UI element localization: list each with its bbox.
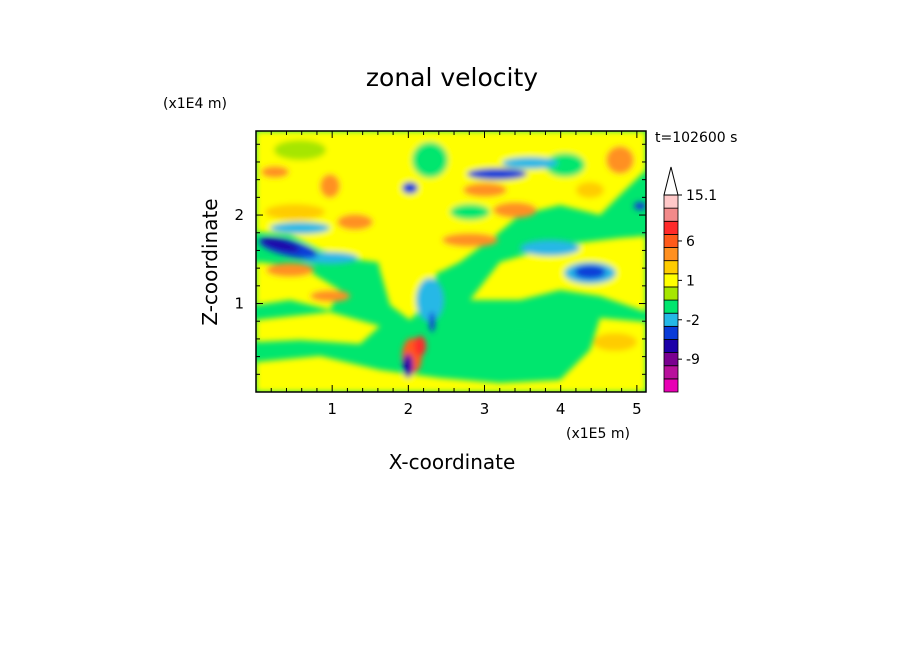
- field-minimum: [467, 168, 527, 180]
- field-lobe: [500, 322, 540, 338]
- field-lobe: [310, 290, 350, 302]
- field-lobe: [412, 142, 448, 178]
- colorbar-tick-label: -9: [686, 352, 700, 368]
- chart-title: zonal velocity: [366, 63, 538, 92]
- colorbar-swatch: [663, 325, 679, 340]
- field-lobe: [545, 153, 585, 177]
- field-lobe: [593, 333, 637, 351]
- y-unit-label: (x1E4 m): [163, 96, 227, 112]
- y-axis-title: Z-coordinate: [198, 198, 222, 325]
- field-minimum: [574, 265, 606, 279]
- x-tick-label: 4: [556, 400, 566, 418]
- y-tick-label: 1: [234, 295, 244, 313]
- y-tick-label: 2: [234, 206, 244, 224]
- time-label: t=102600 s: [655, 130, 737, 146]
- colorbar-tick-label: 6: [686, 234, 695, 250]
- colorbar-swatch: [663, 207, 679, 222]
- field-minimum: [403, 354, 413, 378]
- colorbar-swatch: [663, 273, 679, 288]
- field-lobe: [520, 240, 580, 256]
- colorbar-swatch: [663, 339, 679, 354]
- field-lobe: [493, 202, 537, 218]
- colorbar-swatch: [663, 312, 679, 327]
- field-region-mid-right: [470, 236, 646, 312]
- colorbar-swatch: [663, 233, 679, 248]
- field-lobe: [502, 157, 558, 169]
- field-lobe: [266, 263, 314, 277]
- colorbar-swatch: [663, 299, 679, 314]
- field-lobe: [261, 166, 289, 178]
- field-lobe: [442, 233, 498, 247]
- x-tick-label: 1: [327, 400, 337, 418]
- colorbar-tick-label: 1: [686, 273, 695, 289]
- axes: 1 2 3 4 5 1 2: [234, 131, 646, 418]
- colorbar-swatch: [663, 365, 679, 380]
- x-tick-label: 5: [632, 400, 642, 418]
- colorbar-swatch: [663, 247, 679, 262]
- field-minimum: [402, 182, 418, 194]
- field-lobe: [463, 183, 507, 197]
- x-tick-label: 2: [404, 400, 414, 418]
- field-lobe: [320, 174, 340, 198]
- field-lobe: [274, 140, 326, 160]
- x-axis-title: X-coordinate: [389, 450, 516, 474]
- contour-field: [256, 131, 646, 392]
- field-lobe: [265, 204, 325, 220]
- field-minimum: [634, 202, 646, 210]
- field-region-left-2: [256, 312, 380, 344]
- colorbar-swatch: [663, 194, 679, 209]
- field-lobe: [576, 182, 604, 198]
- field-region-bottom: [256, 318, 646, 392]
- x-unit-label: (x1E5 m): [566, 426, 630, 442]
- field-lobe: [606, 146, 634, 174]
- colorbar-swatch: [663, 352, 679, 367]
- field-lobe: [450, 204, 490, 220]
- field-lobe: [337, 214, 373, 230]
- colorbar-swatch: [663, 220, 679, 235]
- x-tick-label: 3: [480, 400, 490, 418]
- plot-frame: [255, 130, 647, 393]
- colorbar-swatch: [663, 378, 679, 393]
- field-lobe: [414, 336, 426, 356]
- field-lobe: [416, 278, 444, 322]
- field-minimum: [429, 312, 435, 332]
- colorbar-swatch: [663, 286, 679, 301]
- colorbar-swatch: [663, 260, 679, 275]
- field-minimum: [260, 238, 300, 252]
- colorbar-extend-arrow: [663, 166, 679, 196]
- colorbar-tick-label: 15.1: [686, 188, 717, 204]
- field-lobe: [270, 222, 330, 234]
- colorbar: 15.1 6 1 -2 -9: [663, 166, 717, 393]
- colorbar-tick-label: -2: [686, 313, 700, 329]
